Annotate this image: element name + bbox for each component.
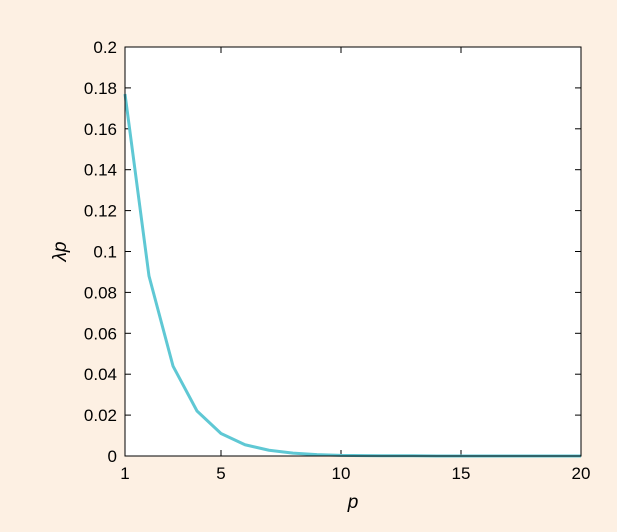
y-axis-ticks: 0 0.02 0.04 0.06 0.08 0.1 0.12 0.14 0.16 0.18 0.2 [84,38,581,466]
y-tick-label: 0.14 [84,161,117,180]
y-tick-label: 0.18 [84,79,117,98]
y-axis-label: λp [50,242,71,263]
x-axis-ticks: 1 5 10 15 20 [120,47,590,483]
x-tick-label: 1 [120,464,129,483]
y-tick-label: 0.1 [93,243,117,262]
x-tick-label: 15 [452,464,471,483]
y-tick-label: 0.12 [84,202,117,221]
y-tick-label: 0 [108,447,117,466]
x-tick-label: 20 [572,464,591,483]
y-tick-label: 0.06 [84,324,117,343]
x-tick-label: 5 [216,464,225,483]
x-tick-label: 10 [332,464,351,483]
y-tick-label: 0.2 [93,38,117,57]
plot-frame [124,46,582,457]
y-tick-label: 0.04 [84,365,117,384]
plot-area [125,47,581,456]
y-tick-label: 0.08 [84,283,117,302]
x-axis-label: p [347,492,359,513]
y-tick-label: 0.16 [84,120,117,139]
y-tick-label: 0.02 [84,406,117,425]
